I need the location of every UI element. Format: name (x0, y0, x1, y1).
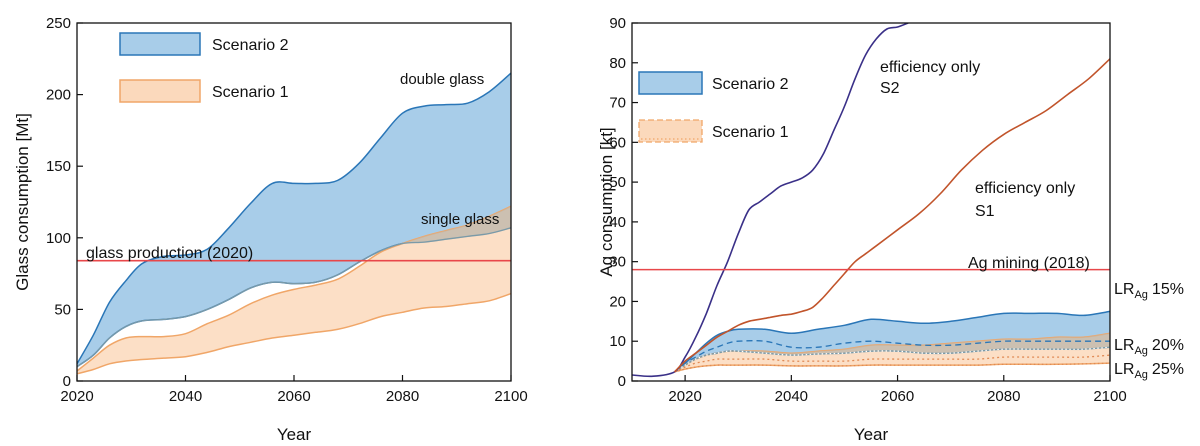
right-band-lower-scenario-1 (674, 362, 1110, 373)
legend-label-scenario-2: Scenario 2 (212, 37, 289, 54)
right-y-tick-label: 50 (609, 174, 626, 191)
left-x-tick-label: 2020 (60, 388, 93, 405)
right-band-upper-scenario-2 (674, 310, 1110, 373)
right-x-tick-label: 2020 (668, 388, 701, 405)
left-x-tick-label: 2100 (494, 388, 527, 405)
left-band-upper-scenario-2 (77, 72, 511, 365)
right-line-efficiency-s2 (632, 23, 909, 378)
left-band-lower-scenario-1 (77, 292, 511, 375)
right-band-scenario-2 (674, 311, 1110, 372)
legend-swatch-scenario-1-right (638, 119, 703, 143)
right-x-tick-label: 2040 (775, 388, 808, 405)
left-x-tick-label: 2040 (169, 388, 202, 405)
lr-label-25: LRAg 25% (1114, 361, 1184, 381)
left-y-tick-label: 100 (46, 230, 71, 247)
legend-swatch-scenario-2 (119, 32, 201, 56)
right-band-overlap (674, 333, 1110, 372)
right-x-tick-label: 2100 (1093, 388, 1126, 405)
right-y-tick-label: 70 (609, 95, 626, 112)
right-plot-frame (631, 22, 1111, 382)
right-y-tick-label: 90 (609, 15, 626, 32)
annotation-efficiency-only-s1: efficiency only (975, 180, 1075, 197)
left-y-tick-label: 200 (46, 87, 71, 104)
right-mid-scenario-1 (674, 354, 1110, 373)
right-y-axis-label: Ag consumption [kt] (597, 127, 616, 276)
glass-consumption-chart: 2020 2040 2060 2080 2100 0 50 100 150 200 250 Year… (13, 15, 528, 444)
left-x-axis-label: Year (277, 425, 312, 444)
right-x-axis-label: Year (854, 425, 889, 444)
right-y-tick-label: 10 (609, 333, 626, 350)
right-line-efficiency-s1 (673, 58, 1110, 373)
right-y-tick-label: 80 (609, 55, 626, 72)
left-y-tick-label: 250 (46, 15, 71, 32)
legend-swatch-scenario-1 (119, 79, 201, 103)
annotation-s2: S2 (880, 80, 900, 97)
left-x-tick-label: 2060 (277, 388, 310, 405)
right-y-tick-label: 0 (618, 373, 626, 390)
right-y-tick-label: 40 (609, 214, 626, 231)
left-overlap-edge (77, 227, 511, 368)
annotation-single-glass: single glass (421, 211, 499, 228)
left-y-axis-label: Glass consumption [Mt] (13, 113, 32, 291)
annotation-efficiency-only-s2: efficiency only (880, 59, 980, 76)
annotation-s1: S1 (975, 203, 995, 220)
left-y-tick-label: 150 (46, 158, 71, 175)
reference-label-ag-mining: Ag mining (2018) (968, 255, 1090, 272)
lr-label-15: LRAg 15% (1114, 281, 1184, 301)
left-y-tick-label: 0 (63, 373, 71, 390)
right-lower-dotted-scenario-2 (674, 346, 1110, 373)
right-mid-scenario-2 (674, 340, 1110, 373)
lr-label-20: LRAg 20% (1114, 337, 1184, 357)
left-band-scenario-2 (77, 73, 511, 367)
right-lower-dotted-scenario-1 (674, 362, 1110, 373)
reference-label-glass-production: glass production (2020) (86, 245, 253, 262)
legend-swatch-scenario-2-right (638, 71, 703, 95)
right-x-tick-label: 2080 (987, 388, 1020, 405)
legend-label-scenario-1-right: Scenario 1 (712, 124, 789, 141)
right-y-tick-label: 20 (609, 293, 626, 310)
legend-label-scenario-2-right: Scenario 2 (712, 76, 789, 93)
right-x-tick-label: 2060 (881, 388, 914, 405)
ag-consumption-chart: 2020 2040 2060 2080 21000102030405060708090 … (597, 15, 1184, 444)
annotation-double-glass: double glass (400, 71, 484, 88)
legend-label-scenario-1: Scenario 1 (212, 84, 289, 101)
right-y-tick-label: 30 (609, 254, 626, 271)
left-x-tick-label: 2080 (386, 388, 419, 405)
right-y-tick-label: 60 (609, 134, 626, 151)
left-y-tick-label: 50 (54, 301, 71, 318)
